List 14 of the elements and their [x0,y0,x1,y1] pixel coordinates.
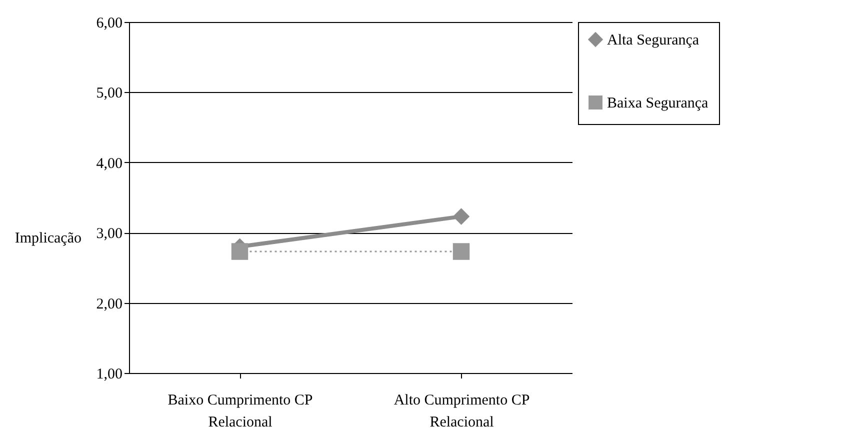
legend-label: Baixa Segurança [607,96,709,112]
y-axis-title: Implicação [14,230,82,246]
y-tick-label: 2,00 [96,296,122,312]
point [452,243,470,260]
x-tick-label: Baixo Cumprimento CP Relacional [168,392,313,430]
y-tick-label: 3,00 [96,226,122,242]
point [452,208,470,225]
y-tick-label: 4,00 [96,156,122,172]
y-tick-label: 1,00 [96,366,122,382]
legend-label: Alta Segurança [607,32,700,48]
x-tick-label: Alto Cumprimento CP Relacional [394,392,530,430]
point [231,243,248,260]
y-tick-label: 5,00 [96,86,122,102]
y-tick-label: 6,00 [96,16,122,32]
